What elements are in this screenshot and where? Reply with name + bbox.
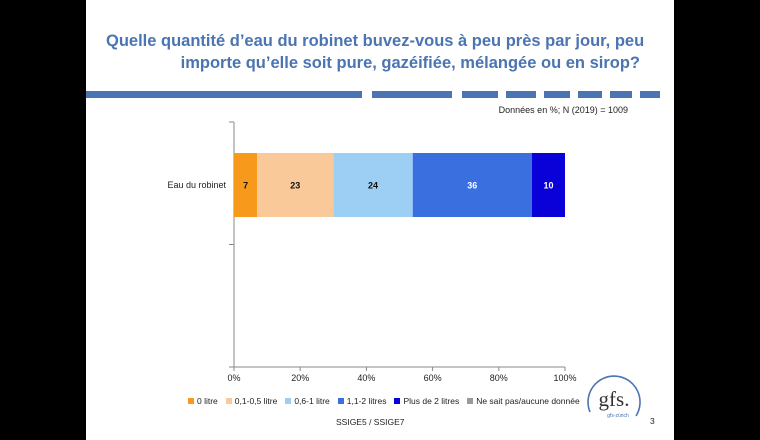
dashed-divider (86, 91, 660, 98)
bar-segment (257, 153, 334, 217)
bar-segment (234, 153, 258, 217)
category-label: Eau du robinet (167, 180, 226, 190)
legend-item: 0,1-0,5 litre (225, 396, 278, 406)
bar-segment (531, 153, 565, 217)
legend-item: Ne sait pas/aucune donnée (467, 396, 580, 406)
data-label: 36 (467, 181, 477, 191)
x-tick-label: 80% (490, 373, 508, 383)
legend-swatch (467, 398, 474, 404)
bar-segment (333, 153, 413, 217)
title-line-1: Quelle quantité d’eau du robinet buvez-v… (106, 32, 645, 50)
logo-subtext: gfs-zürich (607, 413, 629, 419)
legend-swatch (285, 398, 292, 404)
stacked-bar-chart: 0% 20% 40% 60% 80% 100% Eau du robinet 7 23 24 36 1… (167, 121, 577, 383)
source-label: SSIGE5 / SSIGE7 (336, 417, 405, 427)
data-label: 7 (243, 181, 248, 191)
x-tick-label: 60% (424, 373, 442, 383)
title-line-2: importe qu’elle soit pure, gazéifiée, mé… (180, 54, 640, 72)
x-tick-label: 0% (227, 373, 240, 383)
legend-label: 0,6-1 litre (294, 396, 330, 406)
legend-item: 0 litre (188, 396, 218, 406)
legend-swatch (394, 398, 401, 404)
gfs-logo: gfs. gfs-zürich (587, 375, 641, 419)
chart-legend: 0 litre 0,1-0,5 litre 0,6-1 litre 1,1-2 lit… (188, 396, 580, 406)
data-label: 10 (543, 181, 553, 191)
logo-text: gfs. (599, 387, 630, 411)
x-tick-label: 20% (291, 373, 309, 383)
x-tick-label: 100% (553, 373, 576, 383)
legend-swatch (225, 398, 232, 404)
legend-label: 1,1-2 litres (346, 396, 387, 406)
page-number: 3 (650, 416, 655, 426)
x-tick-label: 40% (357, 373, 375, 383)
legend-item: 0,6-1 litre (285, 396, 330, 406)
legend-item: 1,1-2 litres (337, 396, 387, 406)
data-label: 24 (368, 181, 378, 191)
data-note: Données en %; N (2019) = 1009 (498, 105, 628, 115)
data-label: 23 (290, 181, 300, 191)
slide: Quelle quantité d’eau du robinet buvez-v… (86, 0, 674, 440)
legend-swatch (337, 398, 344, 404)
legend-item: Plus de 2 litres (394, 396, 459, 406)
legend-label: 0,1-0,5 litre (234, 396, 278, 406)
slide-title: Quelle quantité d’eau du robinet buvez-v… (106, 30, 645, 74)
legend-swatch (188, 398, 194, 404)
bar-segment (412, 153, 532, 217)
legend-label: 0 litre (197, 396, 218, 406)
legend-label: Plus de 2 litres (403, 396, 460, 406)
legend-label: Ne sait pas/aucune donnée (476, 396, 580, 406)
